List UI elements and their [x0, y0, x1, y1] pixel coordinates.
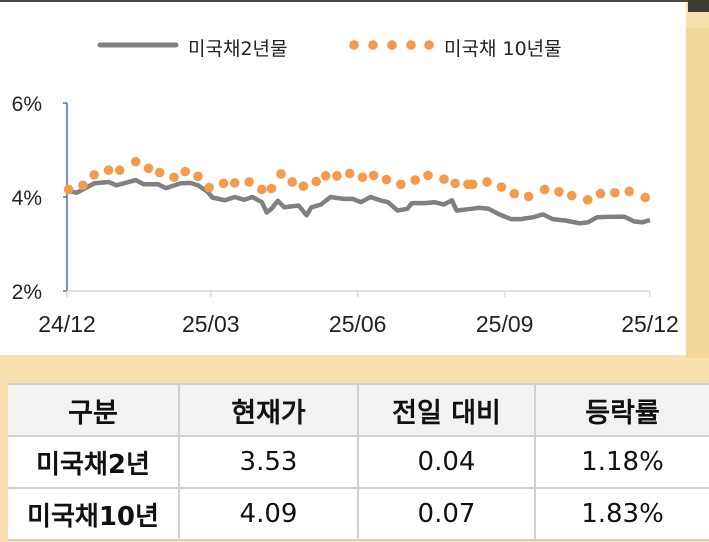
table-row: 미국채10년 4.09 0.07 1.83%: [8, 487, 709, 541]
legend-dot-10y: [349, 40, 359, 50]
data-point-10y: [266, 183, 277, 194]
data-point-10y: [523, 191, 534, 202]
y-tick-label: 4%: [12, 187, 42, 210]
data-point-10y: [640, 192, 651, 203]
data-point-10y: [554, 187, 564, 197]
series-line-2y: [66, 177, 651, 226]
data-point-10y: [229, 178, 240, 188]
data-point-10y: [381, 174, 392, 185]
row-label: 미국채10년: [8, 487, 180, 541]
data-point-10y: [89, 170, 99, 180]
chart: 2% 4% 6% 24/12 25/03 25/06 25/09 25/12: [12, 93, 679, 337]
data-point-10y: [439, 174, 449, 184]
legend-dot-10y: [406, 40, 416, 50]
legend-markers: [97, 40, 434, 50]
cell-change: 0.07: [357, 487, 536, 541]
data-point-10y: [509, 188, 520, 199]
side-strip: [686, 28, 709, 358]
chart-panel: 미국채2년물 미국채 10년물 2% 4% 6% 24/12 25/03 25/06 25/…: [0, 2, 686, 355]
data-point-10y: [610, 187, 620, 198]
y-tick-label: 6%: [12, 93, 42, 116]
data-point-10y: [218, 178, 229, 189]
data-point-10y: [566, 190, 577, 201]
legend-dot-10y: [424, 40, 434, 50]
corner-block: [688, 0, 709, 12]
data-point-10y: [450, 178, 460, 189]
data-point-10y: [130, 156, 141, 167]
data-point-10y: [496, 182, 507, 192]
data-point-10y: [287, 177, 298, 187]
data-point-10y: [539, 184, 550, 195]
x-tick-label: 25/12: [621, 311, 679, 337]
data-point-10y: [320, 171, 331, 181]
table-row: 미국채2년 3.53 0.04 1.18%: [8, 435, 709, 489]
data-point-10y: [154, 167, 165, 178]
x-tick-label: 25/06: [329, 311, 387, 337]
cell-price: 4.09: [178, 487, 359, 541]
cell-price: 3.53: [178, 435, 359, 489]
row-label: 미국채2년: [8, 435, 180, 489]
legend-label-10y: 미국채 10년물: [444, 38, 562, 60]
data-point-10y: [311, 176, 321, 187]
data-point-10y: [467, 179, 478, 190]
cell-rate: 1.83%: [534, 487, 709, 541]
table-header-row: 구분 현재가 전일 대비 등락률: [8, 383, 709, 437]
x-tick-label: 25/03: [182, 311, 240, 337]
data-point-10y: [396, 179, 406, 190]
top-border: [0, 0, 709, 2]
data-point-10y: [63, 184, 74, 195]
header-rate: 등락률: [534, 383, 709, 437]
data-point-10y: [332, 171, 342, 181]
data-point-10y: [114, 165, 125, 176]
x-tick-label: 24/12: [38, 311, 96, 337]
legend-dot-10y: [387, 40, 397, 50]
data-point-10y: [357, 172, 368, 183]
data-point-10y: [410, 175, 421, 185]
data-point-10y: [624, 186, 635, 197]
data-point-10y: [423, 170, 433, 181]
data-point-10y: [180, 166, 190, 177]
data-point-10y: [204, 182, 214, 193]
data-point-10y: [582, 195, 593, 205]
cell-rate: 1.18%: [534, 435, 709, 489]
legend-label-2y: 미국채2년물: [188, 38, 288, 60]
header-category: 구분: [8, 383, 180, 437]
y-tick-label: 2%: [12, 281, 42, 304]
data-point-10y: [344, 168, 355, 179]
data-point-10y: [78, 180, 88, 191]
data-point-10y: [103, 165, 114, 176]
data-point-10y: [257, 184, 267, 195]
yield-table: 구분 현재가 전일 대비 등락률 미국채2년 3.53 0.04 1.18% 미…: [8, 383, 709, 541]
data-point-10y: [244, 177, 254, 187]
data-point-10y: [193, 171, 203, 182]
cell-change: 0.04: [357, 435, 536, 489]
data-point-10y: [169, 172, 179, 183]
data-point-10y: [276, 169, 286, 179]
data-point-10y: [368, 170, 379, 181]
data-point-10y: [143, 163, 154, 174]
legend-dot-10y: [368, 40, 378, 50]
data-point-10y: [298, 181, 309, 191]
data-point-10y: [482, 177, 492, 187]
data-point-10y: [595, 188, 606, 199]
x-tick-label: 25/09: [476, 311, 534, 337]
header-change: 전일 대비: [357, 383, 536, 437]
header-price: 현재가: [178, 383, 359, 437]
